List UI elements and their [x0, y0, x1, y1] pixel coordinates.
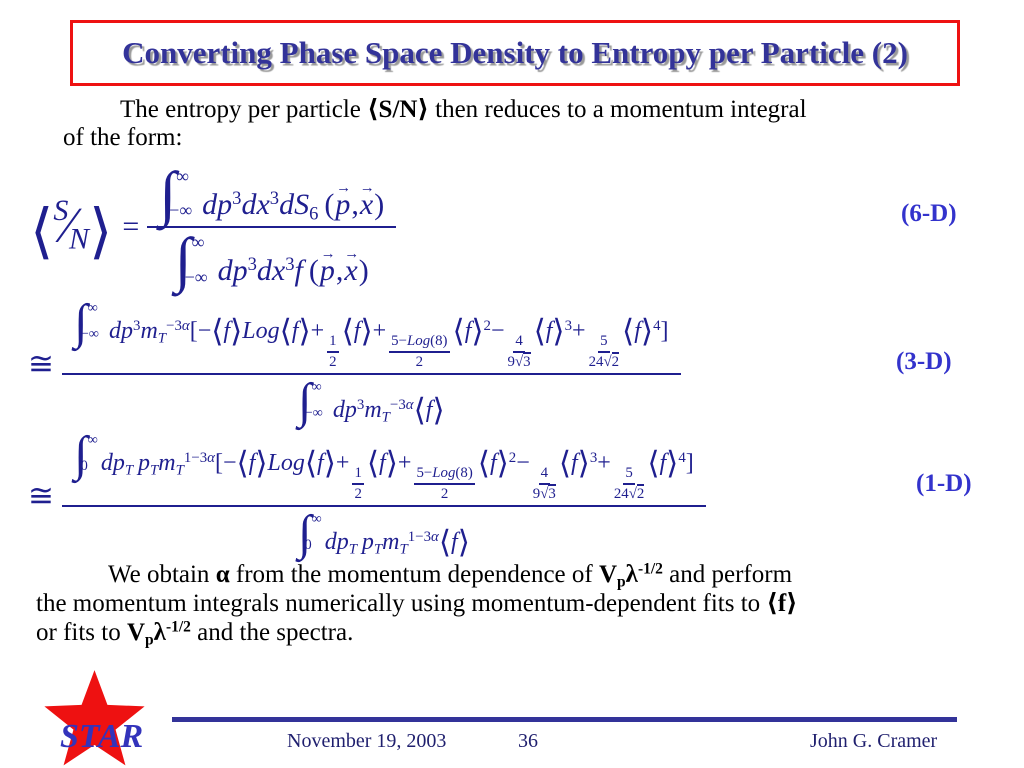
equation-label-3d: (3-D) — [896, 348, 952, 375]
footer-divider — [172, 717, 957, 722]
star-logo-text: STAR — [60, 718, 144, 755]
equation-6d-lhs: ⟨S∕N⟩ = — [30, 193, 140, 265]
equation-3d-denominator: ∫ ∞ −∞ dp3mT−3α⟨f⟩ — [298, 373, 445, 429]
footer-page-number: 36 — [518, 730, 538, 752]
equation-3d-fraction: ∫ ∞ −∞ dp3mT−3α[−⟨f⟩Log⟨f⟩+ 1 2 ⟨f⟩+ 5−Log(8) 2 ⟨… — [62, 296, 681, 432]
title-box: Converting Phase Space Density to Entrop… — [70, 20, 960, 86]
equation-3d-lhs: ≅ — [28, 345, 55, 381]
equation-6d: ⟨S∕N⟩= ∫∞−∞dp3dx3dS6 (p,x) ∫∞−∞dp3dx3f (… — [30, 162, 397, 293]
equation-1d-fraction: ∫ ∞ 0 dpT pTmT1−3α[−⟨f⟩Log⟨f⟩+ 1 2 ⟨f⟩+ 5−Log(8… — [62, 428, 706, 564]
equation-1d-lhs: ≅ — [28, 477, 55, 513]
equation-1d-denominator: ∫ ∞ 0 dpT pTmT1−3α⟨f⟩ — [298, 505, 470, 561]
closing-paragraph: We obtain α from the momentum dependence… — [36, 560, 798, 649]
equation-label-6d: (6-D) — [901, 200, 957, 227]
equation-6d-fraction: ∫∞−∞dp3dx3dS6 (p,x) ∫∞−∞dp3dx3f (p,x) — [147, 162, 397, 293]
equation-1d: ≅ ∫ ∞ 0 dpT pTmT1−3α[−⟨f⟩Log⟨f⟩+ 1 2 ⟨f⟩+ 5−Log… — [28, 428, 706, 564]
equation-3d: ≅ ∫ ∞ −∞ dp3mT−3α[−⟨f⟩Log⟨f⟩+ 1 2 ⟨f⟩+ 5−Log(8)… — [28, 296, 681, 432]
equation-3d-numerator: ∫ ∞ −∞ dp3mT−3α[−⟨f⟩Log⟨f⟩+ 1 2 ⟨f⟩+ 5−Log(8) 2 ⟨… — [62, 296, 681, 376]
equation-1d-numerator: ∫ ∞ 0 dpT pTmT1−3α[−⟨f⟩Log⟨f⟩+ 1 2 ⟨f⟩+ 5−Log(8… — [62, 428, 706, 508]
equation-6d-numerator: ∫∞−∞dp3dx3dS6 (p,x) — [147, 162, 397, 229]
equation-6d-denominator: ∫∞−∞dp3dx3f (p,x) — [163, 228, 381, 292]
slide-title: Converting Phase Space Density to Entrop… — [122, 35, 908, 70]
equation-label-1d: (1-D) — [916, 470, 972, 497]
star-icon — [44, 670, 145, 766]
footer-author: John G. Cramer — [810, 730, 938, 752]
footer-date: November 19, 2003 — [287, 730, 447, 752]
intro-paragraph: The entropy per particle ⟨S/N⟩ then redu… — [63, 96, 807, 151]
